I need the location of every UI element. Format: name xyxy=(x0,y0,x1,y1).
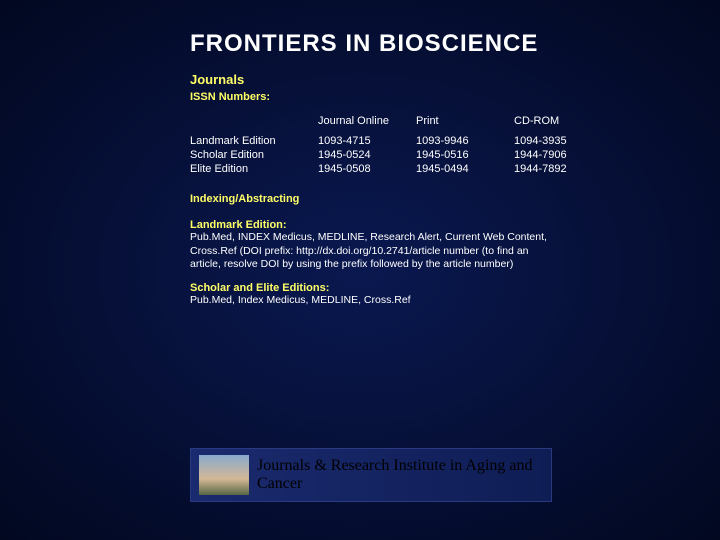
scholar-title: Scholar and Elite Editions: xyxy=(190,282,660,294)
cell-cdrom: 1094-3935 xyxy=(514,135,612,149)
cell-edition: Landmark Edition xyxy=(190,135,318,149)
col-header: Print xyxy=(416,113,514,135)
landmark-title: Landmark Edition: xyxy=(190,219,660,231)
cell-print: 1945-0516 xyxy=(416,149,514,163)
col-header: Journal Online xyxy=(318,113,416,135)
cell-online: 1093-4715 xyxy=(318,135,416,149)
scholar-text: Pub.Med, Index Medicus, MEDLINE, Cross.R… xyxy=(190,294,560,308)
col-header: CD-ROM xyxy=(514,113,612,135)
footer-banner: Journals & Research Institute in Aging a… xyxy=(190,448,552,502)
col-header xyxy=(190,113,318,135)
footer-image xyxy=(199,455,249,495)
cell-cdrom: 1944-7892 xyxy=(514,163,612,177)
indexing-label: Indexing/Abstracting xyxy=(190,193,660,205)
issn-table: Journal Online Print CD-ROM Landmark Edi… xyxy=(190,113,660,177)
journals-label: Journals xyxy=(190,72,660,87)
page-title: FRONTIERS IN BIOSCIENCE xyxy=(190,30,660,58)
landmark-text: Pub.Med, INDEX Medicus, MEDLINE, Researc… xyxy=(190,231,560,272)
cell-online: 1945-0524 xyxy=(318,149,416,163)
cell-online: 1945-0508 xyxy=(318,163,416,177)
table-row: Elite Edition 1945-0508 1945-0494 1944-7… xyxy=(190,163,612,177)
table-row: Scholar Edition 1945-0524 1945-0516 1944… xyxy=(190,149,612,163)
issn-label: ISSN Numbers: xyxy=(190,91,660,103)
cell-print: 1093-9946 xyxy=(416,135,514,149)
cell-cdrom: 1944-7906 xyxy=(514,149,612,163)
cell-print: 1945-0494 xyxy=(416,163,514,177)
cell-edition: Scholar Edition xyxy=(190,149,318,163)
table-header-row: Journal Online Print CD-ROM xyxy=(190,113,612,135)
table-row: Landmark Edition 1093-4715 1093-9946 109… xyxy=(190,135,612,149)
cell-edition: Elite Edition xyxy=(190,163,318,177)
footer-text: Journals & Research Institute in Aging a… xyxy=(257,457,551,494)
